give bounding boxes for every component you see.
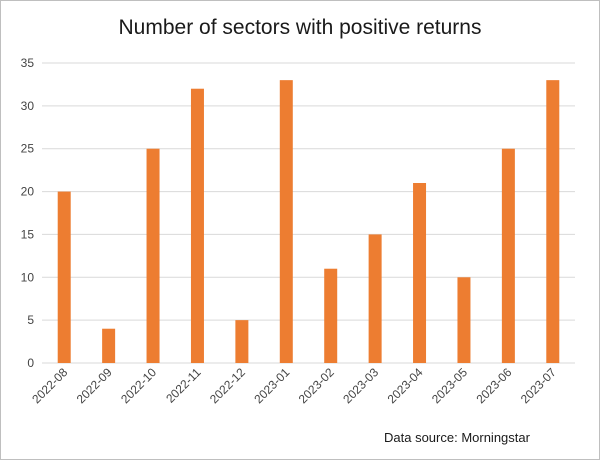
bar-2022-11 [190,88,204,363]
x-tick-label: 2023-03 [340,365,381,406]
bar-2022-10 [146,148,160,363]
x-tick-label: 2023-04 [385,365,426,406]
bar-2023-02 [324,268,338,363]
x-tick-label: 2023-06 [473,365,514,406]
y-tick-label: 0 [27,356,34,370]
bar-2022-08 [57,191,71,363]
x-tick-label: 2022-10 [118,365,159,406]
bar-2022-09 [102,328,116,363]
chart-title: Number of sectors with positive returns [118,16,482,39]
y-tick-label: 15 [21,227,35,241]
y-tick-label: 35 [21,56,35,70]
y-tick-label: 5 [27,313,34,327]
x-tick-label: 2022-08 [29,365,70,406]
bar-2023-04 [413,183,427,363]
x-tick-label: 2023-05 [429,365,470,406]
y-tick-label: 25 [21,142,35,156]
bar-2023-06 [501,148,515,363]
x-tick-label: 2023-07 [518,365,559,406]
data-source-note: Data source: Morningstar [384,430,530,445]
bar-2023-01 [279,80,293,364]
x-tick-label: 2022-09 [74,365,115,406]
bar-2022-12 [235,320,249,363]
y-tick-label: 30 [21,99,35,113]
x-tick-label: 2023-01 [251,365,292,406]
x-tick-label: 2022-11 [163,365,204,406]
x-tick-label: 2023-02 [296,365,337,406]
bar-2023-07 [546,80,560,364]
bar-2023-03 [368,234,382,363]
y-tick-label: 10 [21,270,35,284]
y-tick-label: 20 [21,185,35,199]
bar-2023-05 [457,277,471,363]
x-tick-label: 2022-12 [207,365,248,406]
